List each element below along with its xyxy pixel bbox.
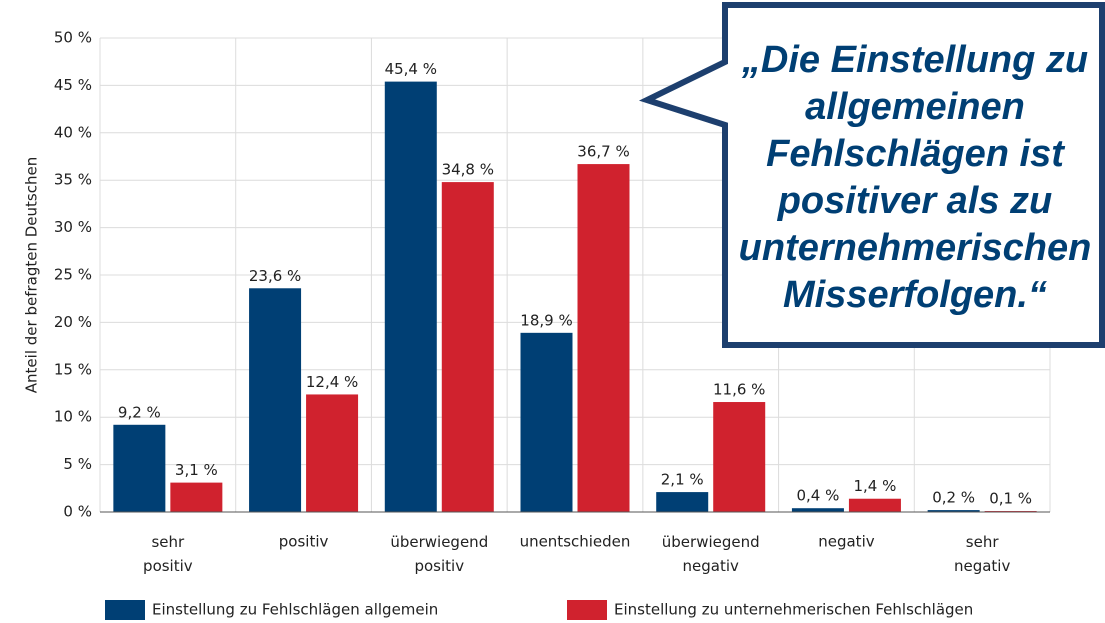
callout-text: unternehmerischen (739, 227, 1092, 269)
callout-box (638, 2, 1105, 348)
y-tick-label: 20 % (54, 313, 92, 331)
data-label: 36,7 % (577, 143, 629, 161)
x-tick-label: positiv (279, 533, 329, 551)
y-tick-label: 50 % (54, 29, 92, 47)
bar (384, 81, 437, 512)
data-label: 18,9 % (520, 311, 572, 329)
legend-swatch (105, 600, 145, 620)
y-tick-label: 45 % (54, 76, 92, 94)
y-axis-label: Anteil der befragten Deutschen (23, 157, 41, 393)
data-label: 12,4 % (306, 373, 358, 391)
y-tick-label: 15 % (54, 360, 92, 378)
y-tick-label: 30 % (54, 218, 92, 236)
x-tick-label: sehr positiv (143, 533, 193, 575)
bar (441, 182, 494, 512)
callout-text: allgemeinen (805, 86, 1025, 128)
data-label: 45,4 % (385, 60, 437, 78)
x-tick-label: unentschieden (520, 533, 631, 551)
bar (927, 510, 980, 512)
y-tick-label: 5 % (63, 455, 92, 473)
data-label: 2,1 % (661, 471, 704, 489)
legend-label: Einstellung zu Fehlschlägen allgemein (152, 601, 438, 619)
bar (170, 482, 223, 512)
bar (791, 508, 844, 512)
x-tick-label: überwiegend positiv (390, 533, 488, 575)
bar (249, 288, 302, 512)
data-label: 1,4 % (853, 477, 896, 495)
data-label: 0,4 % (796, 487, 839, 505)
callout-text: Misserfolgen.“ (783, 274, 1047, 316)
data-label: 9,2 % (118, 403, 161, 421)
bar (577, 164, 630, 513)
data-label: 0,1 % (989, 490, 1032, 508)
y-tick-label: 40 % (54, 123, 92, 141)
bar (306, 394, 359, 512)
callout-text: Fehlschlägen ist (766, 133, 1065, 175)
x-tick-label: negativ (818, 533, 874, 551)
legend-label: Einstellung zu unternehmerischen Fehlsch… (614, 601, 973, 619)
data-label: 0,2 % (932, 489, 975, 507)
y-tick-label: 10 % (54, 408, 92, 426)
y-tick-label: 25 % (54, 266, 92, 284)
data-label: 3,1 % (175, 461, 218, 479)
bar (656, 492, 709, 512)
bar (848, 498, 901, 512)
callout-text: positiver als zu (777, 180, 1053, 222)
data-label: 34,8 % (442, 161, 494, 179)
bar (520, 332, 573, 512)
data-label: 23,6 % (249, 267, 301, 285)
y-tick-label: 0 % (63, 503, 92, 521)
bar (113, 424, 166, 512)
bar (713, 402, 766, 512)
x-tick-label: überwiegend negativ (662, 533, 760, 575)
y-tick-label: 35 % (54, 171, 92, 189)
callout-text: „Die Einstellung zu (741, 39, 1088, 81)
legend-swatch (567, 600, 607, 620)
data-label: 11,6 % (713, 381, 765, 399)
x-tick-label: sehr negativ (954, 533, 1010, 575)
